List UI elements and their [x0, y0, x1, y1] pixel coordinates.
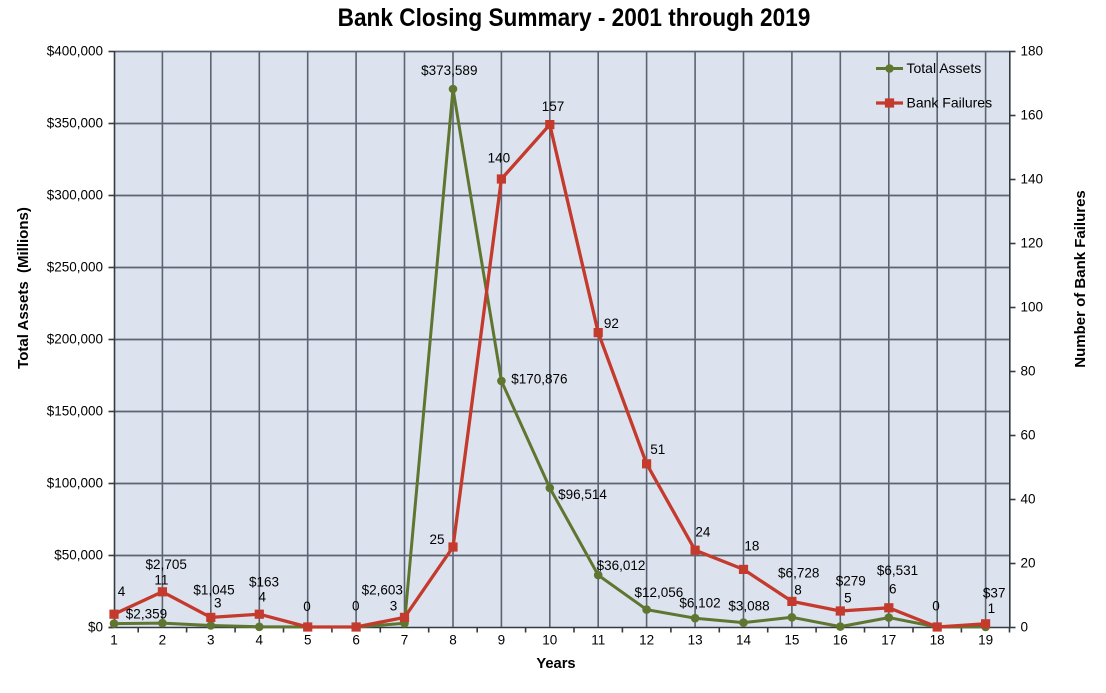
- svg-text:$50,000: $50,000: [54, 548, 103, 563]
- svg-text:$150,000: $150,000: [47, 404, 103, 419]
- svg-text:160: 160: [1021, 108, 1044, 123]
- svg-text:$36,012: $36,012: [597, 558, 646, 573]
- svg-text:$163: $163: [249, 574, 279, 589]
- svg-text:18: 18: [930, 633, 945, 648]
- svg-text:40: 40: [1021, 492, 1036, 507]
- svg-text:5: 5: [304, 633, 312, 648]
- svg-text:3: 3: [390, 598, 398, 613]
- svg-text:16: 16: [833, 633, 848, 648]
- svg-text:0: 0: [932, 599, 940, 614]
- svg-text:$2,359: $2,359: [126, 607, 167, 622]
- svg-text:Bank Failures: Bank Failures: [907, 95, 993, 111]
- svg-text:3: 3: [214, 596, 222, 611]
- svg-text:$96,514: $96,514: [558, 487, 607, 502]
- svg-text:7: 7: [401, 633, 409, 648]
- svg-text:$6,102: $6,102: [679, 596, 720, 611]
- svg-text:$2,705: $2,705: [146, 557, 187, 572]
- svg-text:$1,045: $1,045: [193, 582, 234, 597]
- svg-text:180: 180: [1021, 44, 1044, 59]
- svg-text:$373,589: $373,589: [421, 63, 477, 78]
- svg-text:$170,876: $170,876: [511, 371, 567, 386]
- svg-text:4: 4: [256, 633, 264, 648]
- svg-text:17: 17: [881, 633, 896, 648]
- svg-text:60: 60: [1021, 428, 1036, 443]
- svg-text:11: 11: [591, 633, 605, 648]
- svg-text:1: 1: [110, 633, 118, 648]
- svg-text:Total Assets (Millions): Total Assets (Millions): [15, 207, 32, 369]
- svg-text:4: 4: [259, 589, 267, 604]
- svg-text:$37: $37: [983, 585, 1006, 600]
- svg-text:18: 18: [744, 539, 759, 554]
- svg-text:11: 11: [154, 572, 168, 587]
- svg-text:1: 1: [988, 601, 996, 616]
- svg-text:24: 24: [695, 524, 711, 539]
- svg-text:9: 9: [498, 633, 506, 648]
- svg-text:$200,000: $200,000: [47, 332, 103, 347]
- svg-text:140: 140: [1021, 172, 1044, 187]
- svg-text:20: 20: [1021, 556, 1036, 571]
- svg-text:157: 157: [542, 99, 565, 114]
- svg-text:4: 4: [118, 584, 126, 599]
- svg-text:140: 140: [488, 151, 511, 166]
- svg-text:6: 6: [352, 633, 360, 648]
- svg-text:5: 5: [844, 591, 852, 606]
- svg-text:0: 0: [352, 598, 360, 613]
- svg-text:$100,000: $100,000: [47, 476, 103, 491]
- svg-text:6: 6: [889, 581, 897, 596]
- svg-text:$12,056: $12,056: [634, 585, 683, 600]
- svg-text:$279: $279: [836, 573, 866, 588]
- svg-text:$300,000: $300,000: [47, 188, 103, 203]
- svg-text:Bank Closing Summary - 2001 th: Bank Closing Summary - 2001 through 2019: [338, 5, 811, 32]
- svg-text:100: 100: [1021, 300, 1044, 315]
- svg-text:$250,000: $250,000: [47, 260, 103, 275]
- svg-text:$6,531: $6,531: [877, 563, 918, 578]
- svg-text:2: 2: [159, 633, 167, 648]
- svg-text:Number of Bank Failures: Number of Bank Failures: [1072, 190, 1089, 368]
- svg-text:51: 51: [650, 442, 665, 457]
- svg-text:$2,603: $2,603: [362, 583, 403, 598]
- svg-text:19: 19: [978, 633, 993, 648]
- svg-text:Total Assets: Total Assets: [907, 60, 982, 76]
- svg-text:25: 25: [429, 532, 444, 547]
- svg-text:92: 92: [604, 316, 619, 331]
- svg-text:12: 12: [639, 633, 654, 648]
- svg-text:3: 3: [207, 633, 215, 648]
- svg-text:15: 15: [784, 633, 799, 648]
- svg-text:80: 80: [1021, 364, 1036, 379]
- svg-text:$3,088: $3,088: [728, 599, 769, 614]
- svg-text:$0: $0: [88, 620, 103, 635]
- svg-text:0: 0: [303, 599, 311, 614]
- svg-text:10: 10: [542, 633, 557, 648]
- svg-text:Years: Years: [536, 656, 575, 672]
- svg-text:$6,728: $6,728: [778, 565, 819, 580]
- svg-text:$400,000: $400,000: [47, 44, 103, 59]
- svg-text:120: 120: [1021, 236, 1044, 251]
- svg-text:13: 13: [688, 633, 703, 648]
- svg-text:14: 14: [736, 633, 752, 648]
- svg-text:0: 0: [1021, 620, 1029, 635]
- svg-text:$350,000: $350,000: [47, 116, 103, 131]
- svg-text:8: 8: [449, 633, 457, 648]
- svg-text:8: 8: [794, 583, 802, 598]
